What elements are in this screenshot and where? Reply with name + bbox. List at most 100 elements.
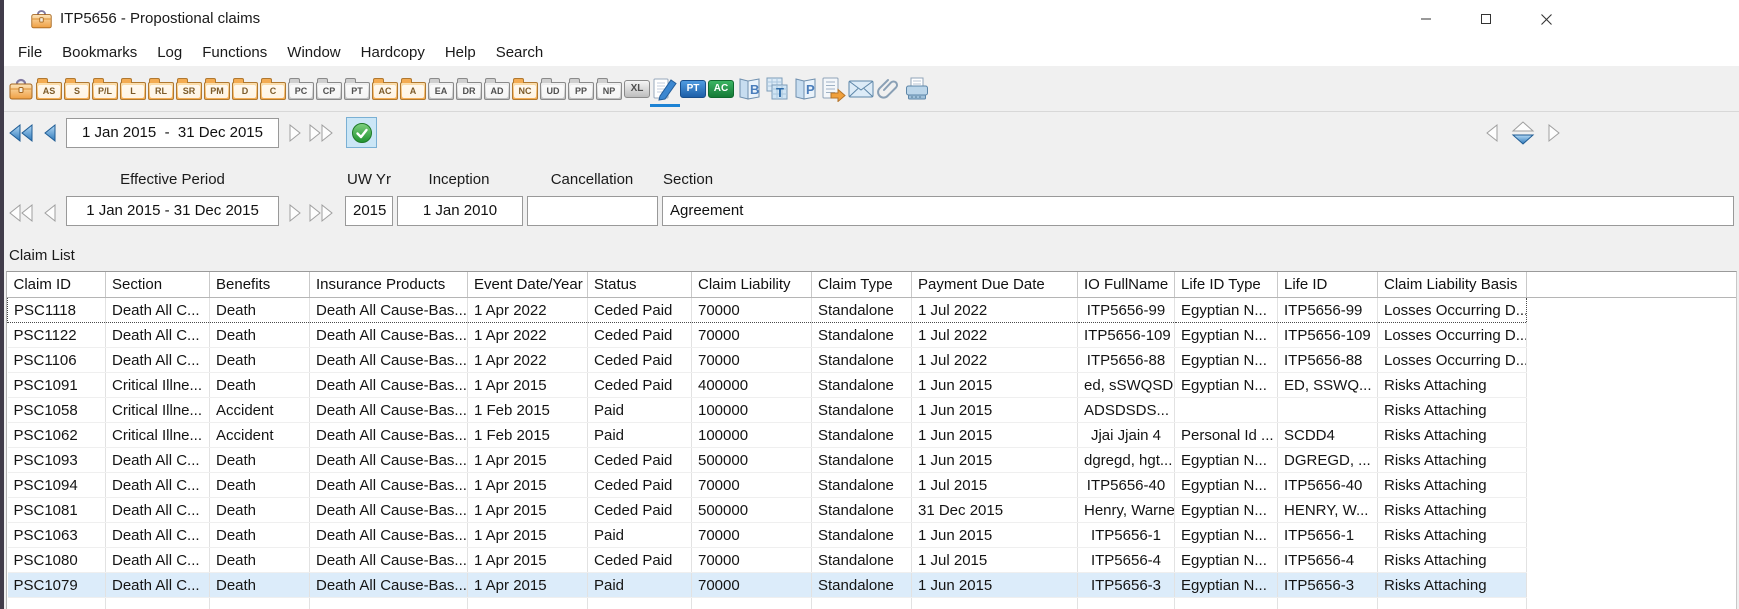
- cell-section[interactable]: Death All C...: [105, 522, 210, 548]
- cell-claim-liability-basis[interactable]: Risks Attaching: [1377, 497, 1527, 523]
- cell-io-fullname[interactable]: ITP5656-3: [1077, 572, 1175, 598]
- column-header-claim-id[interactable]: Claim ID: [7, 272, 106, 298]
- cell-life-id[interactable]: SCDD4: [1277, 422, 1378, 448]
- cell-insurance-products[interactable]: Death All Cause-Bas...: [309, 297, 468, 323]
- section-field[interactable]: Agreement: [662, 196, 1734, 226]
- column-header-event-date-year[interactable]: Event Date/Year: [467, 272, 588, 298]
- toolbar-folder-d[interactable]: D: [232, 71, 258, 107]
- table-row-psc1062[interactable]: PSC1062 Critical Illne... Accident Death Al…: [7, 422, 1736, 448]
- cell-section[interactable]: Death All C...: [105, 547, 210, 573]
- table-row-psc1093[interactable]: PSC1093 Death All C... Death Death All Caus…: [7, 447, 1736, 473]
- cell-life-id-type[interactable]: Egyptian N...: [1174, 522, 1278, 548]
- cell-payment-due-date[interactable]: 1 Jul 2022: [911, 347, 1078, 373]
- toolbar-folder-np[interactable]: NP: [596, 71, 622, 107]
- cell-claim-liability[interactable]: 70000: [691, 347, 812, 373]
- toolbar-folder-c[interactable]: C: [260, 71, 286, 107]
- column-header-claim-liability-basis[interactable]: Claim Liability Basis: [1377, 272, 1527, 298]
- cell-benefits[interactable]: Death: [209, 522, 310, 548]
- toolbar-folder-a[interactable]: A: [400, 71, 426, 107]
- cell-status[interactable]: Ceded Paid: [587, 297, 692, 323]
- cell-claim-liability[interactable]: 70000: [691, 572, 812, 598]
- column-header-payment-due-date[interactable]: Payment Due Date: [911, 272, 1078, 298]
- cell-payment-due-date[interactable]: 1 Jun 2015: [911, 422, 1078, 448]
- cell-insurance-products[interactable]: Death All Cause-Bas...: [309, 522, 468, 548]
- table-row-psc1079[interactable]: PSC1079 Death All C... Death Death All Caus…: [7, 572, 1736, 598]
- cell-section[interactable]: Death All C...: [105, 347, 210, 373]
- nav-next-button[interactable]: [287, 123, 303, 148]
- cell-claim-liability-basis[interactable]: Losses Occurring D...: [1377, 297, 1527, 323]
- cell-status[interactable]: Paid: [587, 572, 692, 598]
- cell-status[interactable]: Ceded Paid: [587, 497, 692, 523]
- toolbar-folder-ud[interactable]: UD: [540, 71, 566, 107]
- cell-life-id-type[interactable]: Personal Id ...: [1174, 422, 1278, 448]
- cell-claim-id[interactable]: PSC1062: [7, 422, 106, 448]
- cell-life-id[interactable]: ITP5656-109: [1277, 322, 1378, 348]
- effective-first-button[interactable]: [8, 203, 34, 228]
- cell-claim-id[interactable]: PSC1118: [7, 297, 106, 323]
- toolbar-paperclip[interactable]: [876, 71, 902, 107]
- cell-section[interactable]: Critical Illne...: [105, 422, 210, 448]
- cell-claim-type[interactable]: Standalone: [811, 572, 912, 598]
- toolbar-envelope[interactable]: [848, 71, 874, 107]
- toolbar-folder-s[interactable]: S: [64, 71, 90, 107]
- cell-life-id-type[interactable]: Egyptian N...: [1174, 347, 1278, 373]
- cell-insurance-products[interactable]: Death All Cause-Bas...: [309, 497, 468, 523]
- cell-claim-type[interactable]: Standalone: [811, 422, 912, 448]
- table-row-psc1058[interactable]: PSC1058 Critical Illne... Accident Death Al…: [7, 397, 1736, 423]
- cell-status[interactable]: Ceded Paid: [587, 447, 692, 473]
- toolbar-folder-ac[interactable]: AC: [372, 71, 398, 107]
- cell-event-date-year[interactable]: 1 Apr 2015: [467, 572, 588, 598]
- cell-payment-due-date[interactable]: 1 Jun 2015: [911, 522, 1078, 548]
- maximize-button[interactable]: [1456, 0, 1516, 38]
- cell-claim-liability[interactable]: 70000: [691, 522, 812, 548]
- cell-io-fullname[interactable]: ed, sSWQSD: [1077, 372, 1175, 398]
- menu-file[interactable]: File: [18, 43, 43, 61]
- cell-insurance-products[interactable]: Death All Cause-Bas...: [309, 322, 468, 348]
- cell-payment-due-date[interactable]: 1 Jul 2022: [911, 297, 1078, 323]
- cell-io-fullname[interactable]: ADSDSDS...: [1077, 397, 1175, 423]
- cell-claim-liability[interactable]: 100000: [691, 422, 812, 448]
- cell-event-date-year[interactable]: 1 Apr 2022: [467, 322, 588, 348]
- effective-period-field[interactable]: 1 Jan 2015 - 31 Dec 2015: [66, 196, 279, 226]
- cell-event-date-year[interactable]: 1 Apr 2015: [467, 472, 588, 498]
- record-next-button[interactable]: [1546, 123, 1562, 148]
- cell-life-id-type[interactable]: Egyptian N...: [1174, 497, 1278, 523]
- cell-section[interactable]: Death All C...: [105, 447, 210, 473]
- table-row-psc1091[interactable]: PSC1091 Critical Illne... Death Death All C…: [7, 372, 1736, 398]
- column-header-benefits[interactable]: Benefits: [209, 272, 310, 298]
- toolbar-folder-pm[interactable]: PM: [204, 71, 230, 107]
- toolbar-briefcase[interactable]: [8, 71, 34, 107]
- cell-life-id[interactable]: ED, SSWQ...: [1277, 372, 1378, 398]
- toolbar-folder-cp[interactable]: CP: [316, 71, 342, 107]
- column-header-claim-liability[interactable]: Claim Liability: [691, 272, 812, 298]
- cell-io-fullname[interactable]: ITP5656-109: [1077, 322, 1175, 348]
- cell-life-id[interactable]: HENRY, W...: [1277, 497, 1378, 523]
- cell-life-id-type[interactable]: [1174, 397, 1278, 423]
- cell-life-id-type[interactable]: Egyptian N...: [1174, 547, 1278, 573]
- toolbar-folder-dr[interactable]: DR: [456, 71, 482, 107]
- cell-payment-due-date[interactable]: 1 Jun 2015: [911, 397, 1078, 423]
- cell-section[interactable]: Critical Illne...: [105, 397, 210, 423]
- cell-status[interactable]: Ceded Paid: [587, 547, 692, 573]
- cell-claim-id[interactable]: PSC1091: [7, 372, 106, 398]
- cell-section[interactable]: Death All C...: [105, 322, 210, 348]
- menu-search[interactable]: Search: [495, 43, 544, 61]
- toolbar-book-p[interactable]: P: [792, 71, 818, 107]
- toolbar-folder-l[interactable]: L: [120, 71, 146, 107]
- record-sort-button[interactable]: [1508, 120, 1538, 151]
- cell-io-fullname[interactable]: Henry, Warne: [1077, 497, 1175, 523]
- cell-claim-liability-basis[interactable]: Risks Attaching: [1377, 447, 1527, 473]
- cell-claim-liability[interactable]: 70000: [691, 297, 812, 323]
- cell-benefits[interactable]: Accident: [209, 422, 310, 448]
- menu-log[interactable]: Log: [157, 43, 183, 61]
- cell-benefits[interactable]: Death: [209, 472, 310, 498]
- toolbar-folder-pt[interactable]: PT: [344, 71, 370, 107]
- cell-insurance-products[interactable]: Death All Cause-Bas...: [309, 547, 468, 573]
- cell-benefits[interactable]: Death: [209, 447, 310, 473]
- cell-claim-id[interactable]: PSC1058: [7, 397, 106, 423]
- cell-payment-due-date[interactable]: 1 Jun 2015: [911, 447, 1078, 473]
- cell-benefits[interactable]: Death: [209, 572, 310, 598]
- toolbar-book-b[interactable]: B: [736, 71, 762, 107]
- cell-event-date-year[interactable]: 1 Apr 2015: [467, 547, 588, 573]
- cell-claim-id[interactable]: PSC1106: [7, 347, 106, 373]
